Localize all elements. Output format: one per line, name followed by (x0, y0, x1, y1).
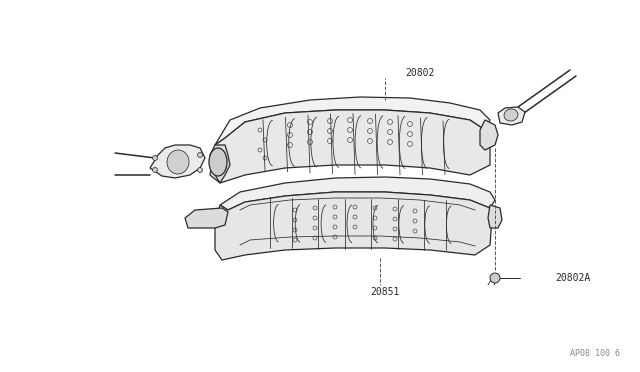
Polygon shape (488, 205, 502, 228)
Circle shape (198, 153, 202, 157)
Circle shape (198, 167, 202, 173)
Ellipse shape (209, 148, 227, 176)
Circle shape (152, 167, 157, 173)
Polygon shape (480, 120, 498, 150)
Polygon shape (215, 97, 490, 145)
Text: 20802A: 20802A (555, 273, 590, 283)
Circle shape (490, 273, 500, 283)
Text: 20851: 20851 (371, 287, 400, 297)
Ellipse shape (167, 150, 189, 174)
Polygon shape (210, 145, 230, 183)
Polygon shape (210, 110, 490, 183)
Polygon shape (150, 145, 205, 178)
Circle shape (152, 155, 157, 160)
Polygon shape (215, 192, 492, 260)
Polygon shape (498, 107, 525, 125)
Ellipse shape (504, 109, 518, 121)
Text: 20802: 20802 (405, 68, 435, 78)
Polygon shape (220, 177, 495, 210)
Text: AP08 100 6: AP08 100 6 (570, 349, 620, 358)
Polygon shape (185, 208, 228, 228)
